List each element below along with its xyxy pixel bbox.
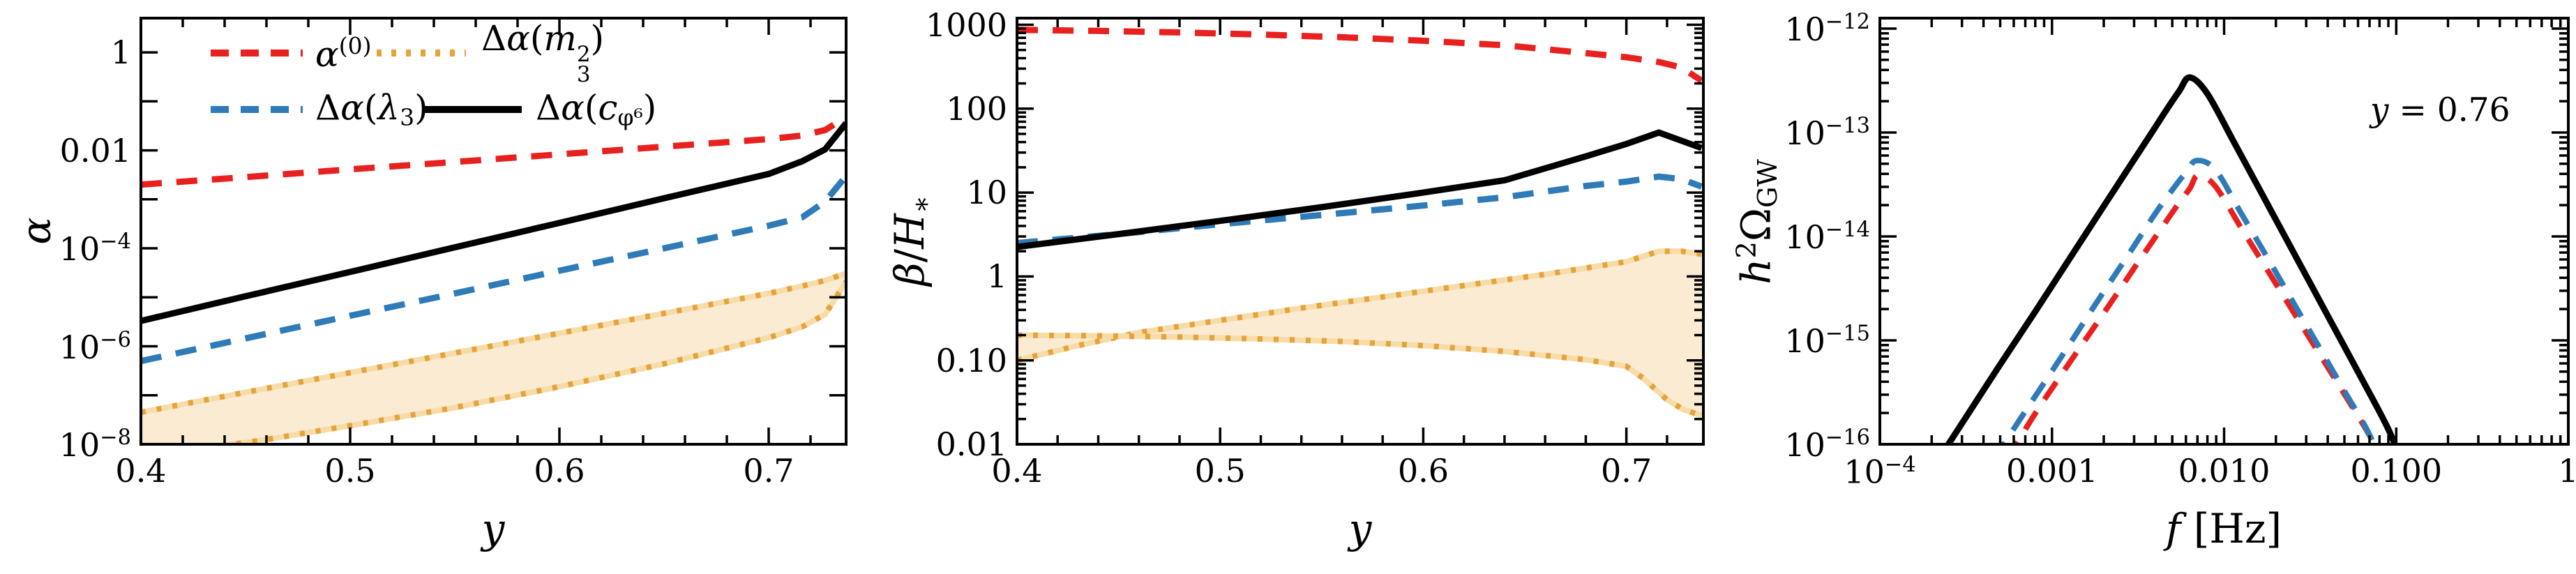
dalpha-cphi6-curve: [141, 121, 846, 324]
legend-dalpha-lambda3-label: Δα(λ3): [315, 87, 428, 131]
alpha-vs-y-ticks: [140, 18, 846, 446]
alpha-vs-y-ytick-label: 0.01: [59, 131, 131, 169]
gw-spectrum-y-axis-label: h2ΩGW: [1731, 159, 1784, 285]
beta-over-H-vs-y-xtick-label: 0.6: [1397, 452, 1449, 490]
alpha-0-curve: [141, 114, 846, 188]
gw-spectrum-ytick-label: 10−13: [1784, 114, 1870, 152]
beta-over-H-vs-y-ticks: [1016, 18, 1703, 446]
legend-alpha0-label: α(0): [315, 31, 372, 75]
gw-spectrum-xtick-label: 0.001: [2005, 452, 2098, 490]
dbeta-cphi6-curve: [1017, 129, 1703, 250]
beta-over-H-vs-y-ytick-label: 0.10: [935, 341, 1007, 379]
dalpha-lambda3-curve: [141, 174, 846, 365]
beta-over-H-vs-y-curves: [1017, 27, 1703, 418]
alpha-vs-y-xtick-label: 0.4: [115, 452, 167, 490]
gw-spectrum-x-axis-label: f [Hz]: [2165, 505, 2282, 552]
beta-over-H-vs-y-xtick-label: 0.5: [1194, 452, 1246, 490]
beta-over-H-vs-y-x-axis-label: y: [1348, 505, 1372, 552]
gw-spectrum-ticks: [1878, 18, 2570, 446]
beta-over-H-vs-y-xtick-label: 0.4: [991, 452, 1043, 490]
beta-0-curve: [1017, 27, 1703, 84]
gw-spectrum-xtick-label: 10−4: [1844, 453, 1916, 491]
uncertainty-band: [1017, 251, 1702, 416]
gw-spectrum-ytick-label: 10−14: [1784, 218, 1870, 256]
gw-spectrum-ytick-label: 10−16: [1784, 425, 1870, 464]
dalpha-m3sq-upper-halo: [141, 271, 846, 416]
dalpha-m3sq-lower-curve: [210, 280, 846, 444]
alpha-vs-y-x-axis-label: y: [481, 505, 505, 552]
gw-blue-curve: [2000, 158, 2377, 444]
gw-spectrum-xtick-label: 0.010: [2178, 452, 2270, 490]
gw-spectrum-ytick-label: 10−12: [1784, 10, 1870, 48]
beta-over-H-vs-y-ytick-label: 0.01: [935, 425, 1007, 463]
beta-over-H-vs-y-ytick-label: 1000: [925, 6, 1007, 44]
alpha-vs-y-ytick-label: 1: [110, 33, 131, 72]
beta-over-H-vs-y-ytick-label: 100: [946, 89, 1007, 128]
beta-over-H-vs-y-ytick-label: 1: [986, 257, 1007, 296]
alpha-vs-y-ytick-label: 10−8: [59, 425, 131, 464]
alpha-vs-y-ytick-label: 10−4: [59, 229, 131, 268]
alpha-vs-y-xtick-label: 0.7: [743, 452, 794, 490]
gw-spectrum-curves: [1944, 74, 2399, 444]
uncertainty-band: [141, 273, 846, 444]
dbeta-m3sq-lower-curve: [1017, 332, 1703, 418]
legend-dalpha-cphi6-label: Δα(cφ⁶): [536, 87, 657, 131]
gw-spectrum-xtick-label: 0.100: [2350, 452, 2443, 490]
dbeta-lambda3-curve: [1017, 173, 1703, 246]
alpha-vs-y-ytick-label: 10−6: [59, 327, 131, 366]
alpha-vs-y-xtick-label: 0.6: [534, 452, 585, 490]
legend-dalpha-m3sq-label: Δα(m 2 3): [481, 17, 605, 87]
alpha-vs-y-frame: [140, 17, 848, 446]
beta-over-H-vs-y-frame: [1016, 17, 1705, 446]
annotation-y-value: y = 0.76: [2370, 91, 2510, 130]
alpha-vs-y-xtick-label: 0.5: [324, 452, 376, 490]
gw-spectrum-ytick-label: 10−15: [1784, 322, 1870, 360]
alpha-vs-y-curves: [141, 114, 846, 444]
gw-spectrum-xtick-label: 1: [2558, 452, 2576, 490]
gw-black-curve: [1944, 74, 2399, 444]
beta-over-H-vs-y-y-axis-label: β/H∗: [886, 195, 937, 286]
alpha-vs-y-y-axis-label: α: [13, 217, 60, 245]
beta-over-H-vs-y-ytick-label: 10: [966, 174, 1007, 212]
beta-over-H-vs-y-xtick-label: 0.7: [1601, 452, 1652, 490]
